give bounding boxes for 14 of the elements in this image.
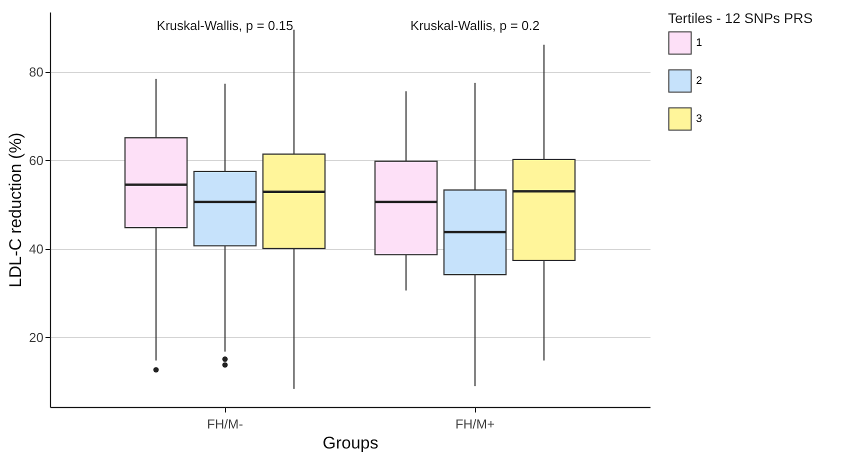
y-tick-label: 40 — [29, 241, 44, 256]
legend-title: Tertiles - 12 SNPs PRS — [668, 10, 813, 26]
legend-label: 2 — [696, 75, 702, 87]
legend-label: 3 — [696, 113, 702, 125]
annotation: Kruskal-Wallis, p = 0.15 — [156, 18, 294, 33]
y-tick-label: 80 — [29, 64, 44, 80]
annotation: Kruskal-Wallis, p = 0.2 — [410, 18, 540, 33]
x-tick-label: FH/M+ — [455, 416, 495, 432]
x-axis-title: Groups — [322, 434, 378, 452]
y-tick-label: 60 — [29, 152, 44, 168]
x-tick-label: FH/M- — [206, 416, 244, 432]
y-tick-label: 20 — [29, 330, 44, 345]
legend-label: 1 — [696, 37, 702, 49]
y-axis-title: LDL-C reduction (%) — [6, 132, 26, 288]
